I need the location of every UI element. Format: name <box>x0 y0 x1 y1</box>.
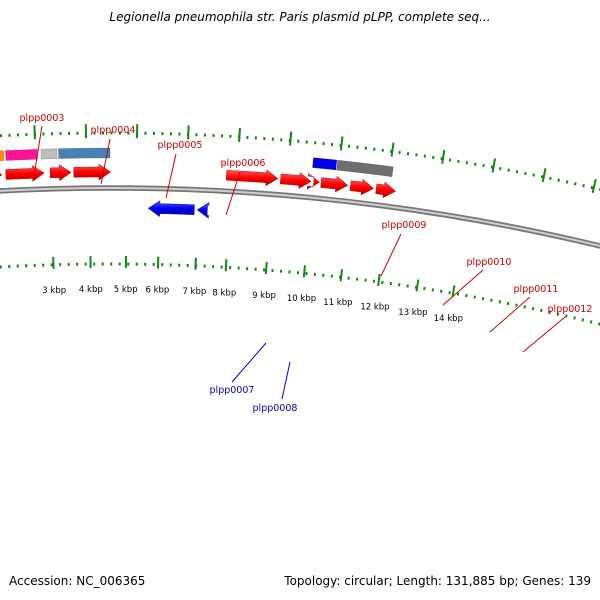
forward-cds-arrow <box>49 164 72 181</box>
gene-label: plpp0009 <box>382 220 427 231</box>
kbp-tick-label: 7 kbp <box>182 287 206 297</box>
gene-label: plpp0011 <box>514 284 559 295</box>
outer-major-tick <box>591 178 597 194</box>
forward-cds-arrow <box>279 172 312 189</box>
gene-label: plpp0008 <box>253 403 298 414</box>
gene-label: plpp0003 <box>20 113 65 124</box>
kbp-tick-label: 11 kbp <box>323 298 352 308</box>
gene-label: plpp0010 <box>467 257 512 268</box>
inner-major-tick <box>339 269 344 282</box>
outer-major-tick <box>187 125 190 140</box>
gene-leader-line <box>380 233 402 277</box>
kbp-tick-label: 10 kbp <box>287 294 316 304</box>
cog-segment <box>336 159 394 178</box>
kbp-tick-label: 14 kbp <box>434 314 463 324</box>
inner-major-tick <box>377 273 381 286</box>
map-title: Legionella pneumophila str. Paris plasmi… <box>109 10 491 24</box>
forward-cds-arrow <box>349 178 374 196</box>
forward-cds-arrow <box>375 181 396 199</box>
inner-major-tick <box>451 285 456 298</box>
gene-labels: plpp0003 plpp0004 plpp0005 plpp0006 plpp0007… <box>20 113 593 414</box>
kbp-tick-label: 12 kbp <box>360 303 389 313</box>
gene-label: plpp0007 <box>210 385 255 396</box>
forward-cds-arrow <box>5 165 45 182</box>
gene-label: plpp0004 <box>91 125 136 136</box>
forward-cds-arrow <box>73 163 112 181</box>
outer-major-tick <box>339 136 344 151</box>
forward-cds-arrow <box>320 175 349 193</box>
reverse-cds-arrow <box>196 201 210 219</box>
gene-leader-line <box>522 316 566 353</box>
gene-leader-line <box>442 269 484 306</box>
tick-rings: 3 kbp 4 kbp 5 kbp 6 kbp 7 kbp 8 kbp 9 kbp 10 kb… <box>0 124 600 326</box>
outer-tick-ring <box>0 131 600 192</box>
forward-cds-arrow <box>0 173 3 177</box>
forward-cds-arrow <box>225 169 279 187</box>
gene-label: plpp0005 <box>158 140 203 151</box>
outer-major-tick <box>238 127 241 142</box>
inner-major-tick <box>224 259 228 272</box>
kbp-tick-label: 8 kbp <box>212 288 236 298</box>
gene-leader-line <box>33 125 43 177</box>
cog-segment <box>58 147 111 159</box>
outer-major-tick <box>441 149 446 164</box>
reverse-cds-arrow <box>147 200 195 217</box>
gene-leader-line <box>231 342 267 383</box>
kbp-tick-label: 3 kbp <box>42 286 66 296</box>
kbp-tick-label: 9 kbp <box>252 291 276 301</box>
kbp-tick-label: 13 kbp <box>398 308 427 318</box>
forward-cds-arrow <box>306 172 320 190</box>
gene-leader-line <box>281 361 291 400</box>
topology-summary: Topology: circular; Length: 131,885 bp; … <box>284 574 591 588</box>
cog-segment <box>40 148 58 160</box>
gene-leader-line <box>165 153 177 199</box>
backbone-layer <box>0 185 600 249</box>
inner-major-tick <box>415 279 420 292</box>
gene-leader-line <box>489 296 531 333</box>
kbp-tick-label: 5 kbp <box>114 285 138 295</box>
accession-text: Accession: NC_006365 <box>9 574 146 588</box>
kbp-tick-label: 6 kbp <box>146 286 170 296</box>
cog-segment <box>312 157 338 171</box>
kbp-tick-label: 4 kbp <box>79 285 103 295</box>
backbone-ring <box>0 185 600 249</box>
gene-label: plpp0006 <box>221 158 266 169</box>
outer-major-tick <box>541 168 547 183</box>
inner-major-tick <box>302 265 306 278</box>
inner-major-tick <box>264 261 268 275</box>
cog-track <box>0 147 394 178</box>
cog-segment <box>5 148 38 161</box>
gene-leader-line <box>225 171 241 216</box>
gene-label: plpp0012 <box>548 304 593 315</box>
backbone-ring-highlight <box>0 187 600 247</box>
inner-major-tick <box>194 257 197 270</box>
outer-major-tick <box>390 142 395 157</box>
gene-leader-line <box>100 138 111 185</box>
cog-segment <box>0 150 5 162</box>
outer-major-tick <box>289 131 293 146</box>
outer-major-tick <box>491 158 497 173</box>
